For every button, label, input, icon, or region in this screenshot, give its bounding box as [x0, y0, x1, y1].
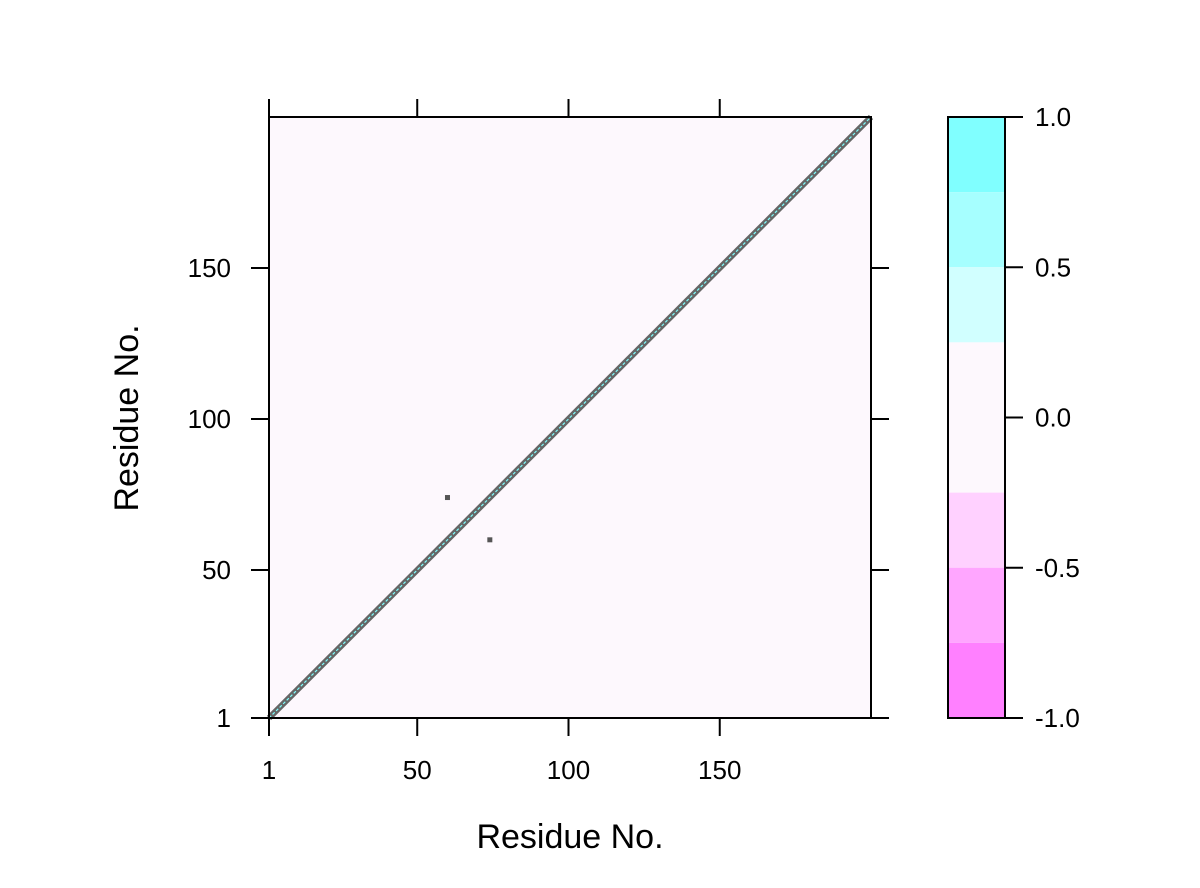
diagonal-center-line — [268, 116, 872, 719]
x-tick-label-2: 50 — [403, 755, 432, 785]
y-tick-label-1: 1 — [217, 703, 231, 733]
colorbar-bin-5 — [948, 492, 1005, 568]
colorbar-tick-label-5: -1.0 — [1035, 703, 1080, 733]
x-tick-label-3: 100 — [547, 755, 590, 785]
x-tick-label-1: 1 — [262, 755, 276, 785]
colorbar-bin-3 — [948, 267, 1005, 343]
y-tick-label-2: 50 — [202, 555, 231, 585]
y-tick-label-4: 150 — [188, 253, 231, 283]
colorbar-tick-label-3: 0.0 — [1035, 403, 1071, 433]
y-axis-title: Residue No. — [108, 324, 146, 511]
x-tick-label-4: 150 — [698, 755, 741, 785]
colorbar-tick-label-2: 0.5 — [1035, 252, 1071, 282]
colorbar-bin-2 — [948, 192, 1005, 268]
colorbar-tick-label-1: 1.0 — [1035, 102, 1071, 132]
colorbar: 1.0 0.5 0.0 -0.5 -1.0 — [947, 102, 1080, 733]
colorbar-tick-label-4: -0.5 — [1035, 553, 1080, 583]
plot-frame — [268, 116, 872, 719]
colorbar-bin-6 — [948, 567, 1005, 643]
colorbar-bin-7 — [948, 642, 1005, 718]
x-axis-title: Residue No. — [476, 818, 663, 856]
colorbar-bin-1 — [948, 117, 1005, 193]
plot-area — [266, 114, 874, 721]
off-diagonal-point-2 — [487, 537, 493, 543]
off-diagonal-point-1 — [444, 495, 450, 501]
colorbar-bin-4 — [948, 342, 1005, 493]
y-tick-label-3: 100 — [188, 404, 231, 434]
